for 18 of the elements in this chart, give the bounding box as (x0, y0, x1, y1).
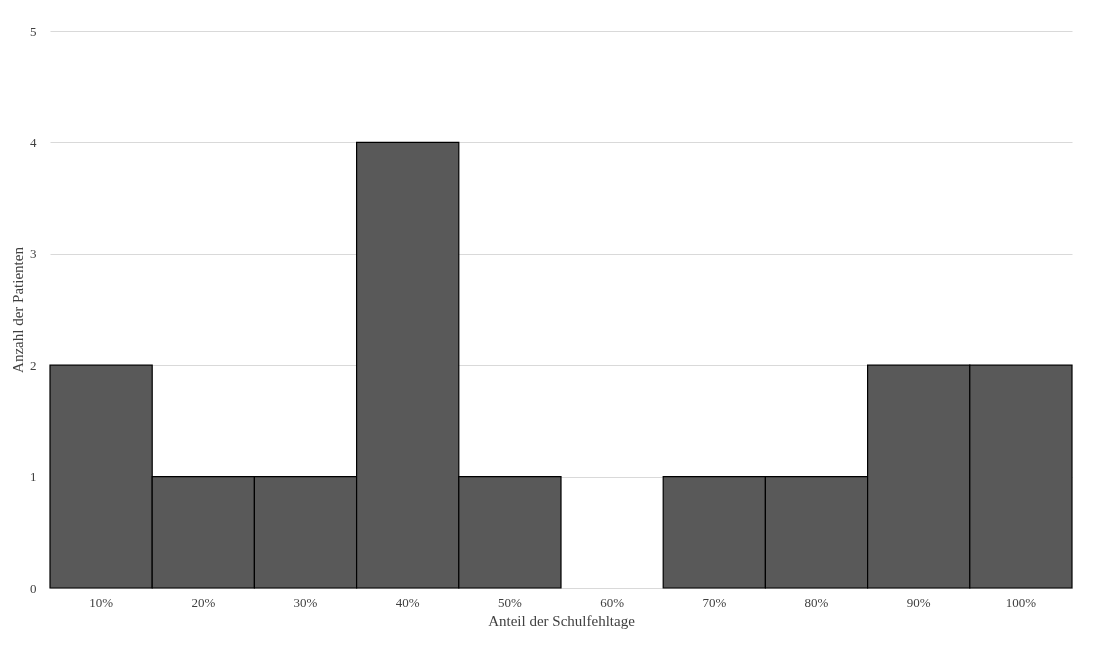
y-axis-title: Anzahl der Patienten (10, 246, 26, 373)
y-tick-label: 5 (30, 23, 37, 39)
x-tick-label: 30% (293, 594, 318, 610)
y-tick-label: 0 (30, 580, 37, 596)
x-tick-label: 50% (497, 594, 522, 610)
x-tick-label: 80% (804, 594, 829, 610)
x-tick-label: 90% (906, 594, 931, 610)
y-tick-label: 3 (30, 246, 37, 262)
x-tick-label: 100% (1005, 594, 1037, 610)
x-tick-label: 20% (191, 594, 216, 610)
x-tick-label: 60% (600, 594, 625, 610)
y-tick-label: 2 (30, 357, 37, 373)
y-tick-label: 4 (30, 134, 37, 150)
x-tick-label: 40% (395, 594, 420, 610)
x-tick-label: 70% (702, 594, 727, 610)
y-tick-label: 1 (30, 469, 37, 485)
x-axis-title: Anteil der Schulfehltage (488, 612, 636, 629)
x-tick-label: 10% (89, 594, 114, 610)
